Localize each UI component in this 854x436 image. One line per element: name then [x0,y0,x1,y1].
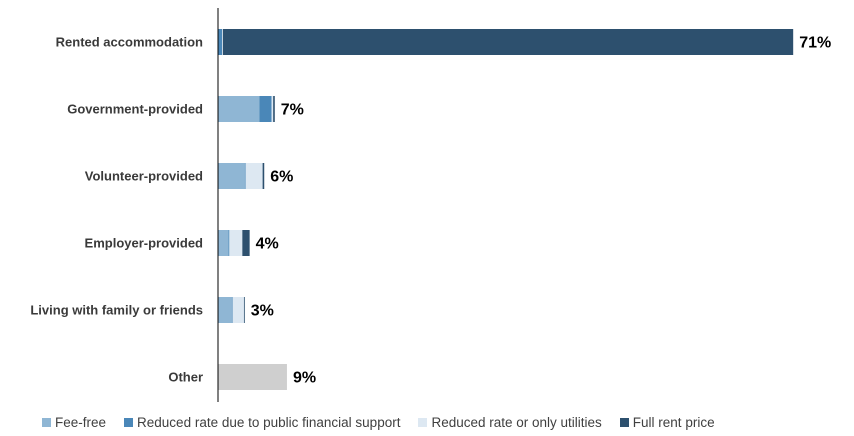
legend-swatch [42,418,51,427]
bar-segment-living-with-family-or-friends-full-rent-price [243,297,245,323]
total-label-volunteer-provided: 6% [270,169,293,186]
bar-segment-volunteer-provided-fee-free [218,163,245,189]
category-label-rented-accommodation: Rented accommodation [56,35,203,50]
bar-segments [218,29,794,390]
chart-canvas: Rented accommodation Government-provided V… [30,8,831,402]
legend-label: Fee-free [55,415,107,430]
total-labels: 71% 7% 6% 4% 3% 9% [251,35,831,387]
category-label-living-with-family-or-friends: Living with family or friends [30,303,203,318]
legend-label: Full rent price [632,415,715,430]
bar-segment-volunteer-provided-full-rent-price [262,163,265,189]
bar-segment-government-provided-full-rent-price [273,96,275,122]
bar-segment-government-provided-fee-free [218,96,260,122]
bar-segment-employer-provided-reduced-rate-due-to-public-financial-support [228,230,230,256]
bar-segment-employer-provided-full-rent-price [242,230,250,256]
bar-segment-volunteer-provided-reduced-rate-due-to-public-financial-support [244,163,246,189]
total-label-employer-provided: 4% [256,236,279,253]
bar-segment-living-with-family-or-friends-reduced-rate-or-only-utilities [232,297,244,323]
legend-swatch [418,418,428,427]
bar-segment-government-provided-reduced-rate-due-to-public-financial-support [259,96,272,122]
category-label-other: Other [168,370,203,385]
category-labels: Rented accommodation Government-provided V… [30,35,203,385]
bar-segment-rented-accommodation-reduced-rate-or-only-utilities [222,29,223,55]
bar-segment-government-provided-reduced-rate-or-only-utilities [271,96,274,122]
legend-item-reduced-rate-or-only-utilities: Reduced rate or only utilities [418,415,602,430]
legend: Fee-free Reduced rate due to public finan… [42,415,715,430]
legend-item-full-rent-price: Full rent price [619,415,715,430]
legend-label: Reduced rate or only utilities [431,415,602,430]
legend-swatch [124,418,134,427]
bar-segment-rented-accommodation-reduced-rate-due-to-public-financial-support [218,29,223,55]
bar-segment-other-series-4 [218,364,287,390]
category-label-government-provided: Government-provided [67,102,203,117]
legend-label: Reduced rate due to public financial sup… [137,415,401,430]
bar-segment-employer-provided-reduced-rate-or-only-utilities [229,230,243,256]
total-label-rented-accommodation: 71% [799,35,831,52]
bar-segment-employer-provided-fee-free [218,230,229,256]
total-label-other: 9% [293,370,316,387]
total-label-government-provided: 7% [281,102,304,119]
legend-item-fee-free: Fee-free [42,415,106,430]
bar-segment-living-with-family-or-friends-fee-free [218,297,232,323]
bar-segment-rented-accommodation-full-rent-price [222,29,794,55]
bar-segment-volunteer-provided-reduced-rate-or-only-utilities [245,163,263,189]
total-label-living-with-family-or-friends: 3% [251,303,274,320]
legend-item-reduced-rate-due-to-public-financial-support: Reduced rate due to public financial sup… [124,415,400,430]
category-label-volunteer-provided: Volunteer-provided [85,169,203,184]
legend-swatch [619,418,629,427]
category-label-employer-provided: Employer-provided [85,236,204,251]
bar-segment-living-with-family-or-friends-reduced-rate-due-to-public-financial-support [231,297,233,323]
